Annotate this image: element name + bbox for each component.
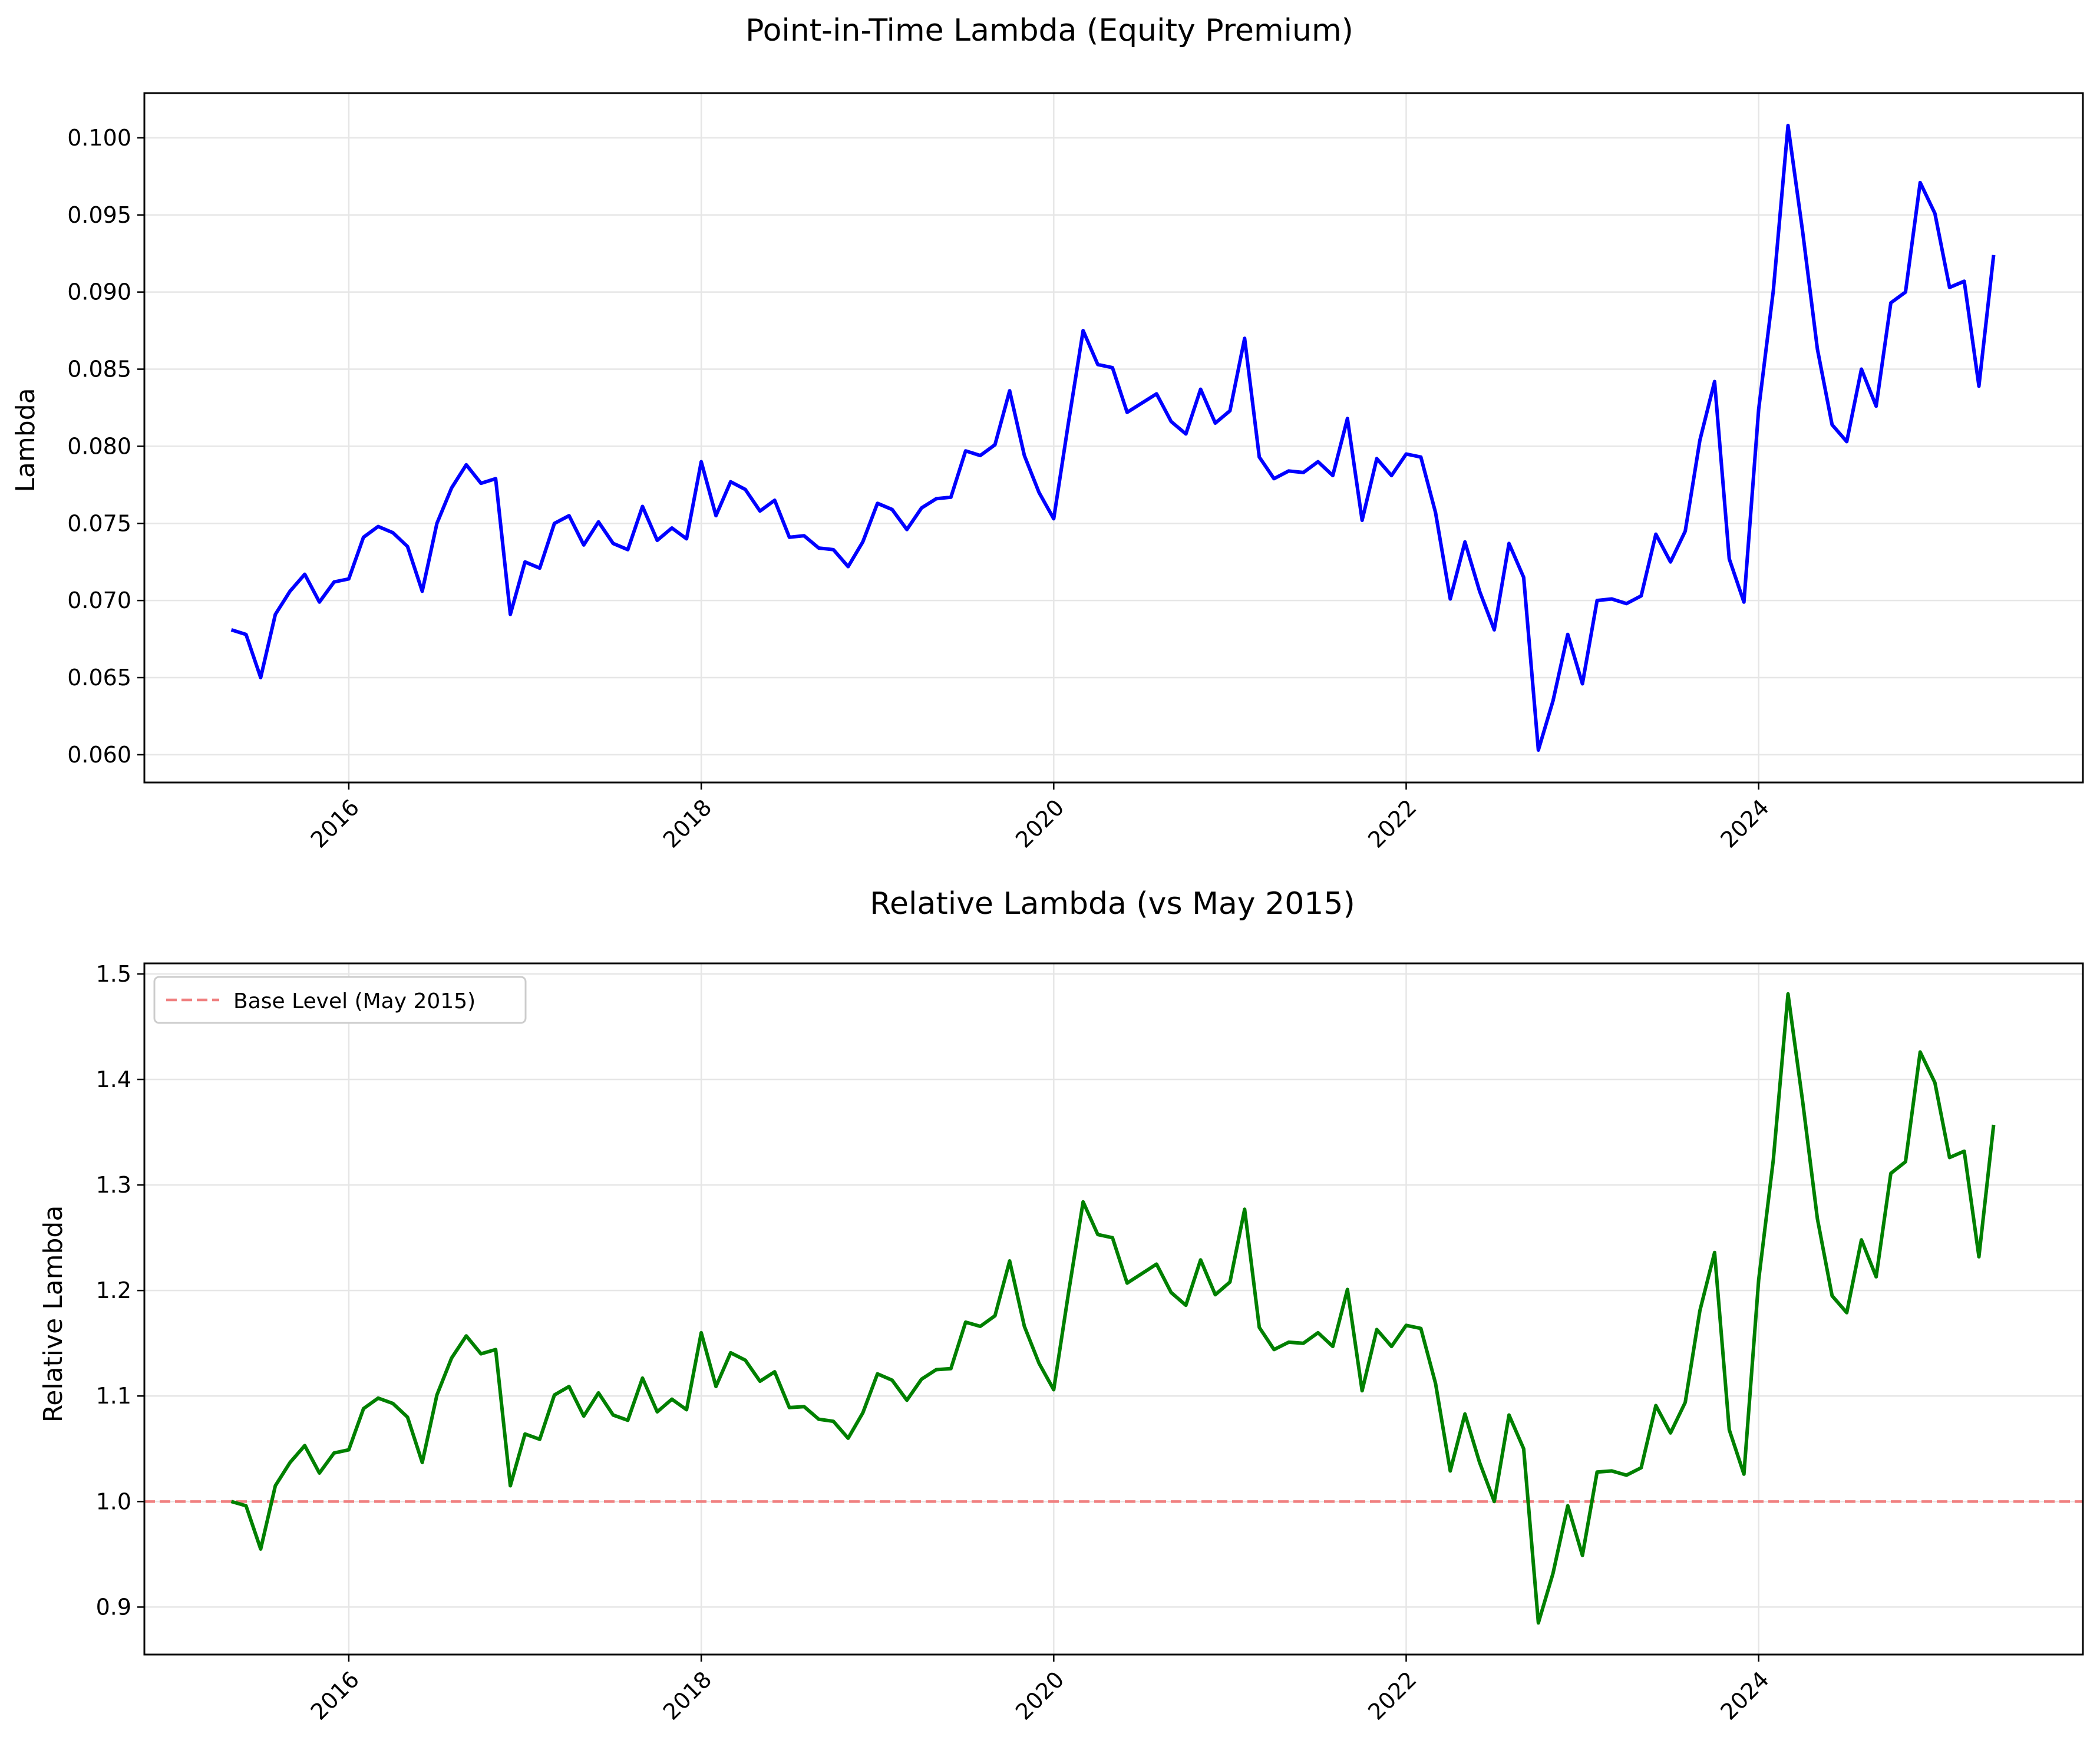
y-tick-label: 1.0: [96, 1488, 131, 1514]
y-tick-label: 0.070: [67, 587, 131, 613]
top-chart-title: Point-in-Time Lambda (Equity Premium): [745, 13, 1353, 48]
bottom-chart-series: [230, 992, 1996, 1625]
bottom-chart-title: Relative Lambda (vs May 2015): [870, 886, 1355, 922]
y-tick-label: 0.075: [67, 510, 131, 536]
legend-label: Base Level (May 2015): [233, 989, 476, 1013]
bottom-chart-frame: [143, 962, 2084, 1656]
top-series-line: [230, 124, 1996, 752]
y-tick-label: 0.065: [67, 665, 131, 691]
legend-box: [153, 976, 527, 1024]
y-tick-label: 0.9: [96, 1594, 131, 1620]
y-tick-label: 1.1: [96, 1383, 131, 1409]
y-tick-label: 1.4: [96, 1066, 131, 1092]
bottom-chart: Relative Lambda (vs May 2015) 2016 2018 20…: [38, 886, 2084, 1725]
top-chart-y-axis: 0.060 0.065 0.070 0.075 0.080 0.085 0.090 0.095…: [67, 125, 144, 768]
bottom-series-line: [230, 992, 1996, 1625]
y-tick-label: 0.095: [67, 202, 131, 228]
y-tick-label: 0.080: [67, 433, 131, 459]
bottom-chart-legend: Base Level (May 2015): [153, 976, 527, 1024]
y-tick-label: 1.5: [96, 961, 131, 987]
y-tick-label: 0.060: [67, 742, 131, 768]
bottom-chart-ylabel: Relative Lambda: [38, 1206, 68, 1423]
top-chart-ylabel: Lambda: [11, 388, 41, 492]
y-tick-label: 0.090: [67, 279, 131, 305]
y-tick-label: 1.3: [96, 1172, 131, 1198]
top-chart-series: [230, 124, 1996, 752]
y-tick-label: 0.085: [67, 356, 131, 382]
y-tick-label: 0.100: [67, 125, 131, 151]
top-chart: Point-in-Time Lambda (Equity Premium) 20…: [11, 13, 2084, 853]
y-tick-label: 1.2: [96, 1277, 131, 1303]
top-chart-frame: [143, 92, 2084, 784]
bottom-chart-y-axis: 0.9 1.0 1.1 1.2 1.3 1.4 1.5: [96, 961, 144, 1620]
